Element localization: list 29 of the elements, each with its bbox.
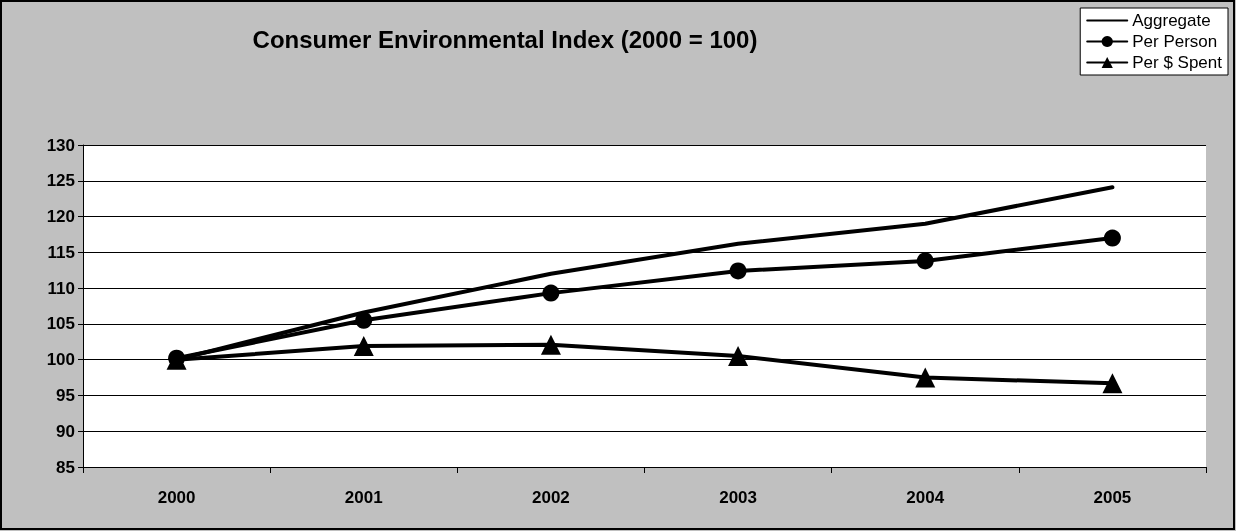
point [1102,373,1123,394]
y-tick-label: 100 [46,350,75,370]
x-tick-label: 2000 [157,488,196,507]
x-tick-label: 2003 [719,488,757,507]
x-tick-label: 2004 [906,488,945,507]
y-tick-label: 90 [56,421,75,441]
y-tick-label: 105 [46,314,75,334]
legend-label: Per Person [1132,32,1218,51]
y-tick-label: 125 [46,171,75,191]
point [728,346,749,367]
y-tick-label: 95 [56,385,75,405]
point [915,367,936,388]
point [1103,229,1121,247]
point [540,334,561,355]
y-tick-label: 130 [46,135,75,155]
y-tick-label: 85 [56,457,75,477]
y-tick-label: 120 [46,207,75,227]
point [353,336,374,357]
point [916,252,934,270]
chart-title: Consumer Environmental Index (2000 = 100) [252,25,758,53]
y-tick-label: 110 [47,278,75,298]
legend-label: Per $ Spent [1132,53,1223,72]
y-tick-label: 115 [47,242,75,262]
x-tick-label: 2001 [344,488,383,507]
x-tick-label: 2002 [532,488,570,507]
x-tick-label: 2005 [1093,488,1132,507]
point [542,284,560,302]
point [729,262,747,280]
legend-label: Aggregate [1132,11,1211,30]
